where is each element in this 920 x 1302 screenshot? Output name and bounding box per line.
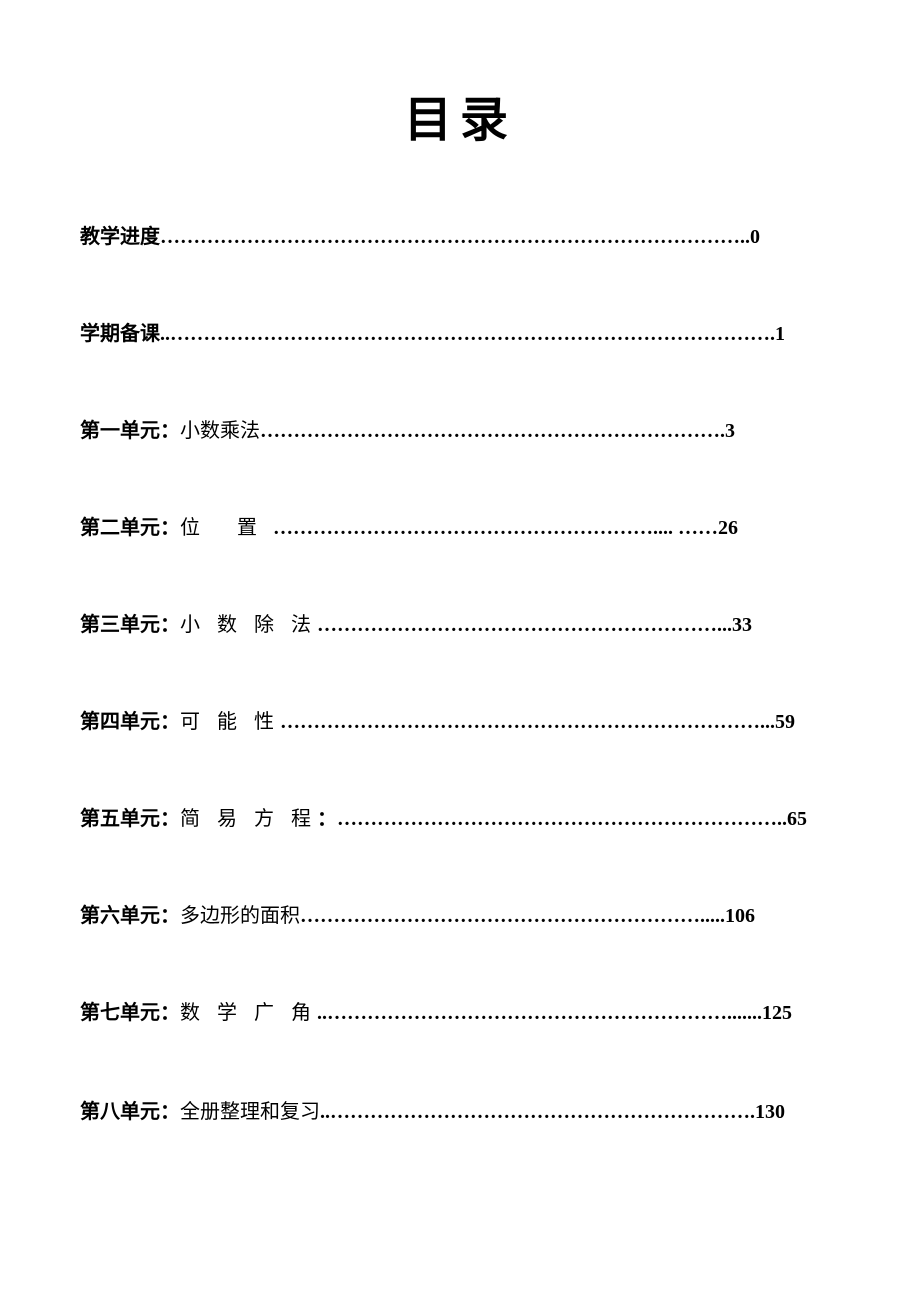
toc-entry-line: 第一单元：小数乘法…………………………………………………………….3 — [80, 414, 670, 443]
toc-entry: 第二单元：位 置 ………………………………………………….... …… 26 — [80, 511, 840, 540]
entry-page-number: 26 — [718, 517, 738, 540]
entry-label: 第四单元： — [80, 705, 180, 734]
toc-entry-line: 第五单元：简 易 方 程：…………………………………………………………..65 — [80, 802, 670, 831]
entry-dots: ..………………………………………………………………………………. — [160, 323, 775, 346]
entry-page-number: 1 — [775, 323, 785, 346]
entry-label: 第三单元： — [80, 608, 180, 637]
entry-label: 第一单元： — [80, 414, 180, 443]
entry-page-number: 3 — [725, 420, 735, 443]
entry-label: 学期备课 — [80, 317, 160, 346]
toc-entry: 第四单元：可 能 性………………………………………………………………...59 — [80, 705, 840, 734]
entry-description: 全册整理和复习 — [180, 1095, 320, 1124]
entry-dots: ……………………………………………………..... — [300, 905, 725, 928]
entry-description: 多边形的面积 — [180, 899, 300, 928]
toc-entry: 第三单元：小 数 除 法 ……………………………………………………...33 — [80, 608, 840, 637]
entry-page-number: 0 — [750, 226, 760, 249]
entry-page-number: 106 — [725, 905, 755, 928]
entry-label: 教学进度 — [80, 220, 160, 249]
entry-page-number: 59 — [775, 711, 795, 734]
toc-title: 目录 — [80, 80, 840, 150]
entry-dots: …………………………………………………………………………….. — [160, 226, 750, 249]
toc-entry: 第八单元：全册整理和复习..……………………………………………………….130 — [80, 1095, 840, 1124]
toc-entry: 教学进度 ……………………………………………………………………………..0 — [80, 220, 840, 249]
entry-description: 小 数 除 法 — [180, 608, 317, 637]
toc-entry-line: 第六单元：多边形的面积…………………………………………………….....106 — [80, 899, 670, 928]
toc-entry: 第一单元：小数乘法…………………………………………………………….3 — [80, 414, 840, 443]
entry-page-number: 130 — [755, 1101, 785, 1124]
entry-label: 第二单元： — [80, 511, 180, 540]
entry-page-number: 33 — [732, 614, 752, 637]
toc-entry-line: 第三单元：小 数 除 法 ……………………………………………………...33 — [80, 608, 670, 637]
entry-dots: ………………………………………………….... …… — [273, 517, 718, 540]
toc-entry-line: 第七单元：数 学 广 角..……………………………………………………......… — [80, 996, 670, 1025]
entry-label: 第八单元： — [80, 1095, 180, 1124]
toc-entry: 第五单元：简 易 方 程：…………………………………………………………..65 — [80, 802, 840, 831]
entry-description: 数 学 广 角 — [180, 996, 317, 1025]
toc-entry-line: 第四单元：可 能 性………………………………………………………………...59 — [80, 705, 670, 734]
entry-label: 第五单元： — [80, 802, 180, 831]
entry-description: 位 置 — [180, 511, 273, 540]
entry-dots: ..………………………………………………………. — [320, 1101, 755, 1124]
entry-description: 可 能 性 — [180, 705, 280, 734]
toc-entry-line: 学期备课 ..……………………………………………………………………………….1 — [80, 317, 670, 346]
entry-dots: ……………………………………………………………. — [260, 420, 725, 443]
document-page: 目录 教学进度 ……………………………………………………………………………..0… — [0, 0, 920, 1272]
toc-entry-line: 教学进度 ……………………………………………………………………………..0 — [80, 220, 670, 249]
entry-label: 第七单元： — [80, 996, 180, 1025]
entry-description: 简 易 方 程 — [180, 802, 317, 831]
entry-dots: ………………………………………………………………... — [280, 711, 775, 734]
toc-list: 教学进度 ……………………………………………………………………………..0 学期备… — [80, 220, 840, 1124]
entry-page-number: 125 — [762, 1002, 792, 1025]
toc-entry-line: 第八单元：全册整理和复习..……………………………………………………….130 — [80, 1095, 670, 1124]
entry-dots: ：………………………………………………………….. — [317, 802, 787, 831]
toc-entry-line: 第二单元：位 置 ………………………………………………….... …… 26 — [80, 511, 670, 540]
toc-entry: 第七单元：数 学 广 角..……………………………………………………......… — [80, 996, 840, 1025]
toc-entry: 学期备课 ..……………………………………………………………………………….1 — [80, 317, 840, 346]
entry-label: 第六单元： — [80, 899, 180, 928]
entry-page-number: 65 — [787, 808, 807, 831]
toc-entry: 第六单元：多边形的面积…………………………………………………….....106 — [80, 899, 840, 928]
entry-dots: ……………………………………………………... — [317, 614, 732, 637]
entry-dots: ..……………………………………………………....... — [317, 1002, 762, 1025]
entry-description: 小数乘法 — [180, 414, 260, 443]
